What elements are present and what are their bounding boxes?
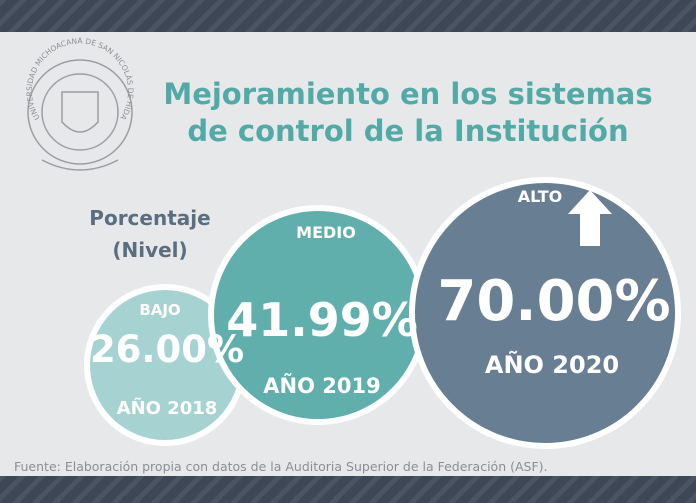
value: 70.00%: [437, 269, 670, 334]
year: AÑO 2020: [485, 350, 619, 379]
bottom-band: [0, 476, 696, 503]
level-circle: [409, 177, 681, 449]
level: BAJO: [139, 301, 180, 319]
label-line: (Nivel): [112, 238, 187, 262]
year: AÑO 2018: [117, 396, 218, 419]
level: ALTO: [518, 187, 562, 206]
source: Fuente: Elaboración propia con datos de …: [14, 459, 548, 474]
value: 41.99%: [226, 293, 418, 347]
value: 26.00%: [90, 328, 244, 371]
level: MEDIO: [296, 223, 356, 242]
up-arrow: [568, 190, 612, 246]
top-band: [0, 0, 696, 32]
label-line: Porcentaje: [89, 206, 210, 230]
title-line: de control de la Institución: [187, 114, 628, 148]
year: AÑO 2019: [263, 373, 380, 398]
title-line: Mejoramiento en los sistemas: [163, 77, 652, 111]
